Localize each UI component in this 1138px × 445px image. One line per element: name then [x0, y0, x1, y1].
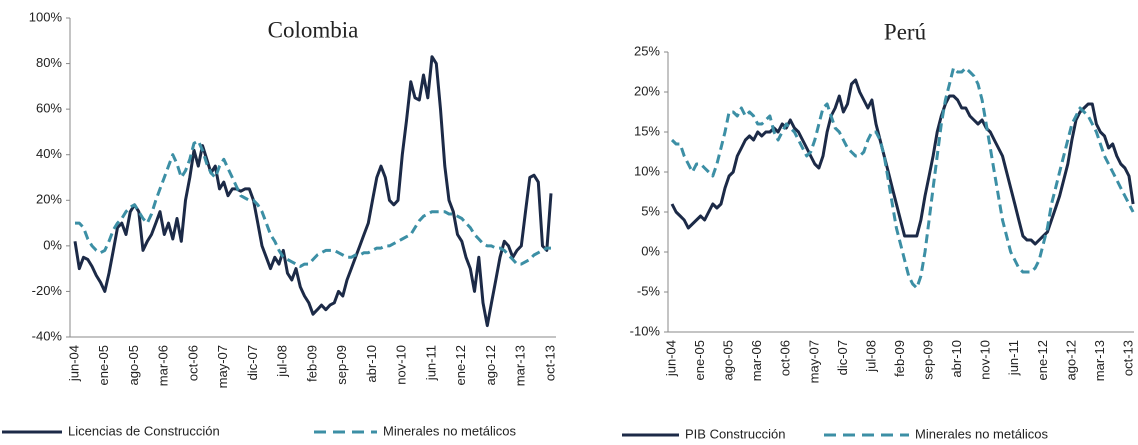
x-tick-label: oct-13 — [1120, 340, 1135, 376]
x-tick-label: ene-05 — [96, 345, 111, 385]
x-tick-label: jul-08 — [275, 345, 290, 378]
y-tick-label: 20% — [634, 83, 660, 98]
chart-title: Colombia — [268, 17, 359, 42]
x-tick-label: feb-09 — [304, 345, 319, 382]
x-tick-label: jun-04 — [66, 345, 81, 382]
x-tick-label: jun-11 — [1006, 340, 1021, 376]
y-tick-label: 5% — [641, 203, 660, 218]
x-tick-label: abr-10 — [949, 340, 964, 378]
x-tick-label: sep-09 — [334, 345, 349, 385]
y-tick-label: 20% — [36, 192, 62, 207]
x-tick-label: jun-04 — [663, 340, 678, 377]
series-line — [670, 66, 1135, 290]
x-tick-label: ago-05 — [126, 345, 141, 385]
y-tick-label: 10% — [634, 163, 660, 178]
y-tick-label: 40% — [36, 146, 62, 161]
x-tick-label: jul-08 — [863, 340, 878, 373]
x-tick-label: dic-07 — [835, 340, 850, 375]
x-tick-label: mar-06 — [749, 340, 764, 381]
y-tick-label: 100% — [29, 9, 63, 24]
x-tick-label: oct-13 — [542, 345, 557, 381]
y-tick-label: -5% — [637, 283, 661, 298]
x-tick-label: feb-09 — [892, 340, 907, 377]
chart-title: Perú — [884, 19, 927, 44]
y-tick-label: 80% — [36, 55, 62, 70]
legend-label: Minerales no metálicos — [915, 426, 1048, 441]
y-tick-label: 25% — [634, 43, 660, 58]
y-tick-label: -10% — [630, 323, 661, 338]
series-line — [73, 55, 553, 328]
x-tick-label: oct-06 — [185, 345, 200, 381]
x-tick-label: ago-12 — [483, 345, 498, 385]
x-tick-label: ene-12 — [453, 345, 468, 385]
x-tick-label: mar-06 — [156, 345, 171, 386]
x-tick-label: mar-13 — [513, 345, 528, 386]
y-tick-label: -40% — [32, 328, 63, 343]
series-line — [75, 139, 551, 268]
x-tick-label: dic-07 — [245, 345, 260, 380]
series-line — [670, 78, 1135, 246]
x-tick-label: jun-11 — [423, 345, 438, 381]
x-tick-label: ago-05 — [721, 340, 736, 380]
x-tick-label: ago-12 — [1063, 340, 1078, 380]
y-tick-label: -20% — [32, 283, 63, 298]
x-tick-label: ene-12 — [1035, 340, 1050, 380]
y-tick-label: 0% — [43, 237, 62, 252]
y-tick-label: 15% — [634, 123, 660, 138]
legend-label: Minerales no metálicos — [383, 423, 516, 438]
x-tick-label: nov-10 — [394, 345, 409, 385]
x-tick-label: ene-05 — [692, 340, 707, 380]
y-tick-label: 60% — [36, 101, 62, 116]
x-tick-label: may-07 — [806, 340, 821, 383]
legend-label: Licencias de Construcción — [68, 423, 220, 438]
legend-label: PIB Construcción — [685, 426, 785, 441]
x-tick-label: may-07 — [215, 345, 230, 388]
x-tick-label: mar-13 — [1092, 340, 1107, 381]
x-tick-label: oct-06 — [778, 340, 793, 376]
x-tick-label: nov-10 — [978, 340, 993, 380]
x-tick-label: abr-10 — [364, 345, 379, 383]
y-tick-label: 0% — [641, 243, 660, 258]
x-tick-label: sep-09 — [921, 340, 936, 380]
